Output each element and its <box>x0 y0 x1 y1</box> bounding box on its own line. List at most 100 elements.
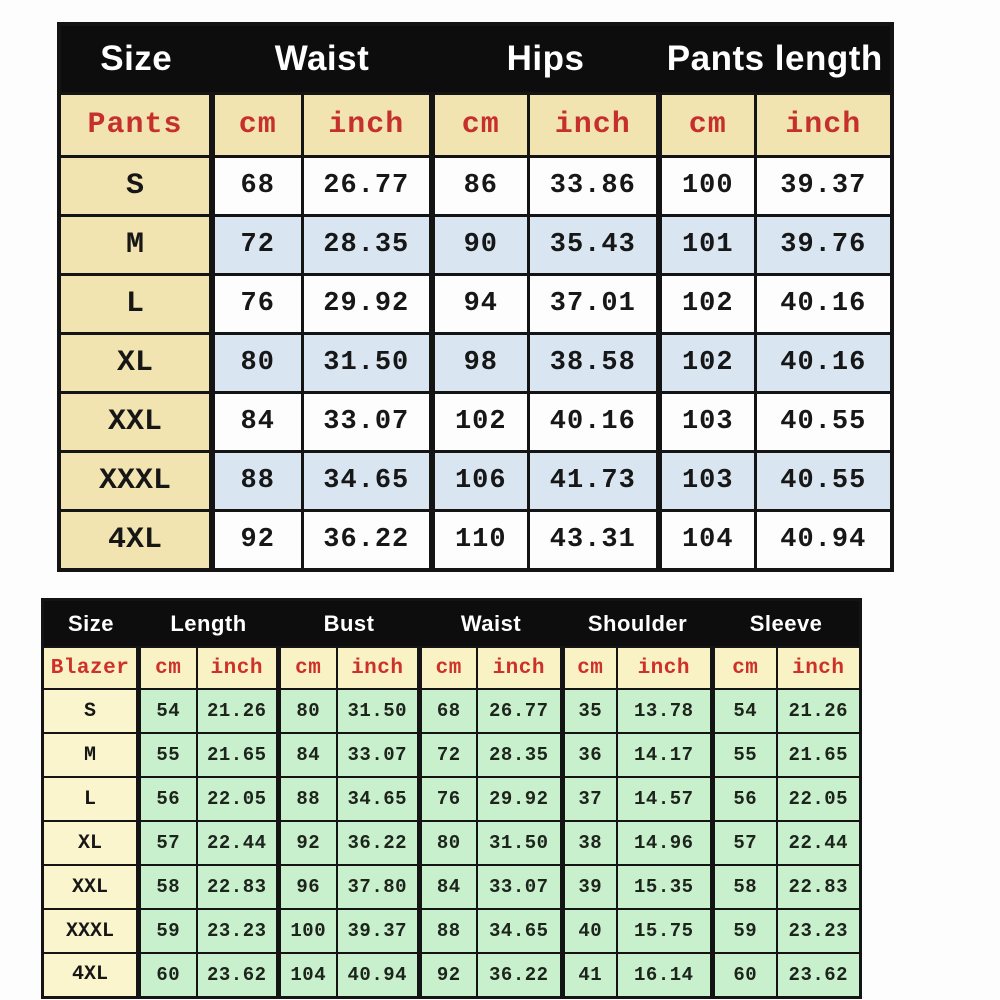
blazer-size-table: Size Length Bust Waist Shoulder Sleeve B… <box>41 598 863 999</box>
table-row-xl: XL 57 22.44 92 36.22 80 31.50 38 14.96 57 22.44 <box>41 820 862 866</box>
value-cell: 40.16 <box>753 273 894 335</box>
value-cell: 92 <box>417 952 478 998</box>
value-cell: 36 <box>560 732 618 778</box>
unit-cell-cm: cm <box>136 646 198 690</box>
value-cell: 33.07 <box>475 864 564 910</box>
value-cell: 56 <box>710 776 778 822</box>
size-cell: XL <box>41 820 140 866</box>
value-cell: 22.83 <box>775 864 862 910</box>
value-cell: 21.65 <box>195 732 280 778</box>
unit-cell-cm: cm <box>429 92 530 158</box>
value-cell: 37 <box>560 776 618 822</box>
table-row-xxxl: XXXL 59 23.23 100 39.37 88 34.65 40 15.75 59 23.23 <box>41 908 862 954</box>
size-cell: L <box>57 273 214 335</box>
value-cell: 39 <box>560 864 618 910</box>
value-cell: 35.43 <box>526 214 661 276</box>
value-cell: 84 <box>417 864 478 910</box>
unit-row-label: Blazer <box>41 646 140 690</box>
size-cell: XXL <box>41 864 140 910</box>
col-header-size: Size <box>58 23 213 94</box>
value-cell: 55 <box>710 732 778 778</box>
value-cell: 38 <box>560 820 618 866</box>
table-row-s: S 68 26.77 86 33.86 100 39.37 <box>57 155 894 217</box>
value-cell: 22.05 <box>775 776 862 822</box>
value-cell: 58 <box>710 864 778 910</box>
value-cell: 36.22 <box>475 952 564 998</box>
value-cell: 34.65 <box>300 450 434 512</box>
size-cell: M <box>57 214 214 276</box>
value-cell: 86 <box>429 155 530 217</box>
value-cell: 23.23 <box>195 908 280 954</box>
value-cell: 72 <box>209 214 304 276</box>
value-cell: 98 <box>429 332 530 394</box>
value-cell: 22.44 <box>775 820 862 866</box>
size-cell: 4XL <box>41 952 140 998</box>
value-cell: 13.78 <box>615 688 714 734</box>
value-cell: 90 <box>429 214 530 276</box>
size-cell: XL <box>57 332 214 394</box>
value-cell: 80 <box>276 688 338 734</box>
unit-cell-cm: cm <box>560 646 618 690</box>
size-cell: XXXL <box>57 450 214 512</box>
size-cell: S <box>41 688 140 734</box>
value-cell: 21.26 <box>195 688 280 734</box>
value-cell: 101 <box>656 214 757 276</box>
value-cell: 34.65 <box>335 776 421 822</box>
value-cell: 14.57 <box>615 776 714 822</box>
value-cell: 59 <box>136 908 198 954</box>
value-cell: 100 <box>656 155 757 217</box>
value-cell: 88 <box>417 908 478 954</box>
value-cell: 40.94 <box>753 509 894 571</box>
value-cell: 84 <box>276 732 338 778</box>
size-cell: XXXL <box>41 908 140 954</box>
value-cell: 94 <box>429 273 530 335</box>
value-cell: 56 <box>136 776 198 822</box>
col-header-waist: Waist <box>211 23 433 94</box>
value-cell: 72 <box>417 732 478 778</box>
table-row-m: M 55 21.65 84 33.07 72 28.35 36 14.17 55 21.65 <box>41 732 862 778</box>
value-cell: 57 <box>136 820 198 866</box>
value-cell: 26.77 <box>300 155 434 217</box>
value-cell: 41.73 <box>526 450 661 512</box>
value-cell: 68 <box>209 155 304 217</box>
value-cell: 31.50 <box>300 332 434 394</box>
table-row-s: S 54 21.26 80 31.50 68 26.77 35 13.78 54 21.26 <box>41 688 862 734</box>
value-cell: 35 <box>560 688 618 734</box>
col-header-shoulder: Shoulder <box>562 599 714 648</box>
value-cell: 40.94 <box>335 952 421 998</box>
table-row-xxxl: XXXL 88 34.65 106 41.73 103 40.55 <box>57 450 894 512</box>
size-cell: M <box>41 732 140 778</box>
pants-group-header-row: Size Waist Hips Pants length <box>58 23 893 94</box>
value-cell: 23.62 <box>775 952 862 998</box>
value-cell: 88 <box>276 776 338 822</box>
value-cell: 15.75 <box>615 908 714 954</box>
value-cell: 58 <box>136 864 198 910</box>
value-cell: 22.83 <box>195 864 280 910</box>
col-header-hips: Hips <box>431 23 660 94</box>
col-header-bust: Bust <box>278 599 421 648</box>
blazer-unit-row: Blazer cm inch cm inch cm inch cm inch c… <box>41 646 862 690</box>
col-header-size: Size <box>42 599 139 648</box>
value-cell: 14.96 <box>615 820 714 866</box>
unit-cell-inch: inch <box>195 646 280 690</box>
value-cell: 16.14 <box>615 952 714 998</box>
value-cell: 33.07 <box>335 732 421 778</box>
value-cell: 29.92 <box>475 776 564 822</box>
value-cell: 31.50 <box>335 688 421 734</box>
value-cell: 110 <box>429 509 530 571</box>
value-cell: 80 <box>209 332 304 394</box>
value-cell: 33.07 <box>300 391 434 453</box>
value-cell: 40.55 <box>753 391 894 453</box>
unit-cell-inch: inch <box>775 646 862 690</box>
value-cell: 43.31 <box>526 509 661 571</box>
table-row-l: L 76 29.92 94 37.01 102 40.16 <box>57 273 894 335</box>
col-header-waist: Waist <box>419 599 564 648</box>
value-cell: 57 <box>710 820 778 866</box>
value-cell: 39.76 <box>753 214 894 276</box>
value-cell: 96 <box>276 864 338 910</box>
unit-cell-inch: inch <box>526 92 661 158</box>
value-cell: 76 <box>209 273 304 335</box>
value-cell: 37.80 <box>335 864 421 910</box>
col-header-pants-length: Pants length <box>658 23 893 94</box>
